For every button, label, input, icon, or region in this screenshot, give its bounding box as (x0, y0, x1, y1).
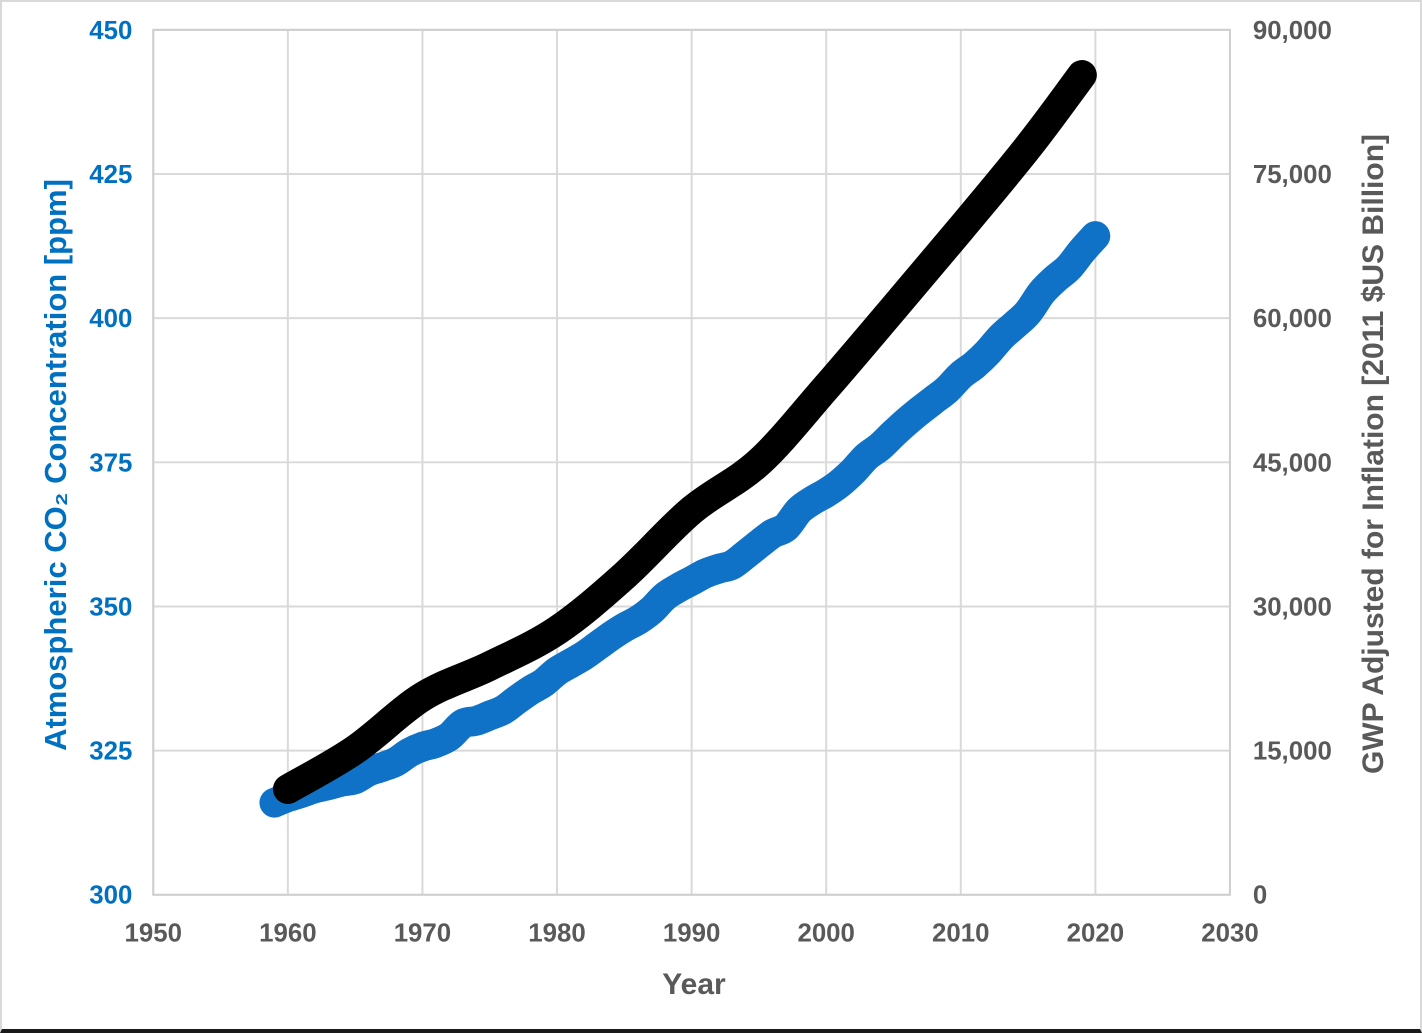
x-tick-label: 2030 (1201, 920, 1258, 948)
y-right-axis-title: GWP Adjusted for Inflation [2011 $US Bil… (1357, 133, 1390, 775)
y-right-tick-label: 60,000 (1253, 305, 1332, 333)
x-tick-label: 1970 (394, 920, 451, 948)
x-tick-label: 2020 (1067, 920, 1124, 948)
y-right-tick-label: 0 (1253, 882, 1267, 910)
y-right-tick-label: 75,000 (1253, 161, 1332, 189)
y-left-tick-label: 450 (89, 17, 132, 45)
x-tick-label: 1950 (125, 920, 182, 948)
y-right-tick-label: 30,000 (1253, 593, 1332, 621)
co2-curve (259, 221, 1111, 818)
x-tick-label: 1980 (528, 920, 585, 948)
x-tick-label: 2010 (932, 920, 989, 948)
x-tick-label: 1990 (663, 920, 720, 948)
y-left-tick-label: 400 (89, 305, 132, 333)
y-left-axis-title: Atmospheric CO₂ Concentration [ppm] (38, 179, 73, 751)
y-right-tick-label: 45,000 (1253, 449, 1332, 477)
plot-border (152, 28, 1231, 896)
y-left-tick-label: 300 (89, 882, 132, 910)
x-tick-label: 1960 (259, 920, 316, 948)
y-left-tick-label: 425 (89, 161, 132, 189)
y-right-tick-label: 15,000 (1253, 738, 1332, 766)
gwp-curve (272, 60, 1097, 805)
y-left-tick-label: 375 (89, 449, 132, 477)
x-axis-title: Year (662, 968, 726, 1001)
y-right-tick-label: 90,000 (1253, 17, 1332, 45)
y-left-tick-label: 325 (89, 738, 132, 766)
x-tick-label: 2000 (797, 920, 854, 948)
y-left-tick-label: 350 (89, 593, 132, 621)
